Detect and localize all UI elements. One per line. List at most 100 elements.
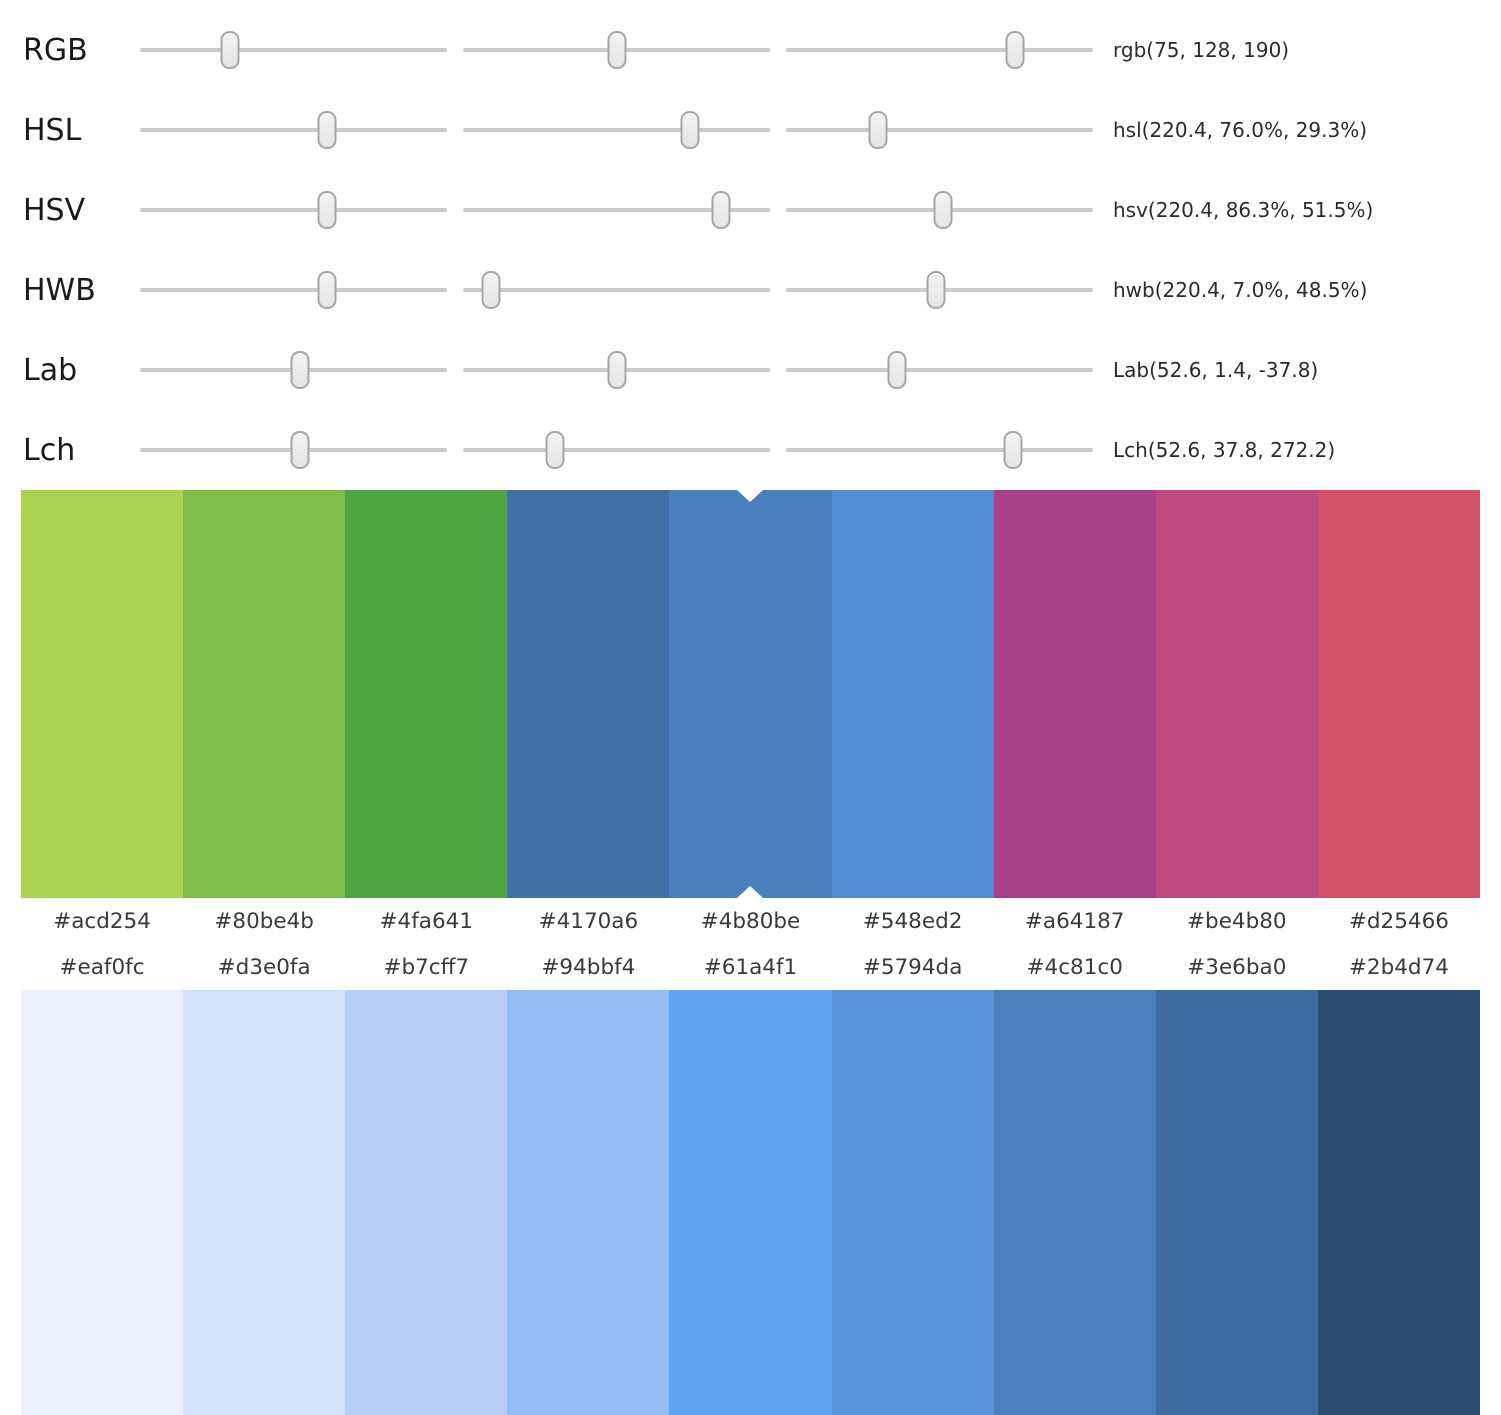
- color-value-readout: hwb(220.4, 7.0%, 48.5%): [1113, 278, 1368, 302]
- palette-swatch[interactable]: [1317, 990, 1480, 1415]
- colorspace-label: Lch: [23, 432, 76, 468]
- color-value-readout: rgb(75, 128, 190): [1113, 38, 1290, 62]
- slider-track[interactable]: [140, 111, 447, 149]
- palette-swatch-selected[interactable]: [669, 490, 832, 898]
- slider-tracks: [140, 431, 1093, 469]
- hex-code-label: #b7cff7: [383, 954, 470, 980]
- color-value-readout: hsv(220.4, 86.3%, 51.5%): [1113, 198, 1374, 222]
- palette-swatch[interactable]: [831, 490, 994, 898]
- slider-thumb[interactable]: [481, 271, 501, 309]
- slider-thumb[interactable]: [711, 191, 731, 229]
- slider-tracks: [140, 191, 1093, 229]
- slider-thumb[interactable]: [1003, 431, 1023, 469]
- slider-thumb[interactable]: [1005, 31, 1025, 69]
- slider-track[interactable]: [786, 431, 1093, 469]
- slider-track[interactable]: [786, 111, 1093, 149]
- palette-swatch[interactable]: [993, 490, 1156, 898]
- slider-track[interactable]: [786, 31, 1093, 69]
- color-value-readout: Lab(52.6, 1.4, -37.8): [1113, 358, 1319, 382]
- slider-thumb[interactable]: [317, 111, 337, 149]
- palette-swatch[interactable]: [831, 990, 994, 1415]
- palette-swatch[interactable]: [345, 490, 508, 898]
- slider-track[interactable]: [463, 191, 770, 229]
- hex-code-label: #d3e0fa: [217, 954, 311, 980]
- slider-track[interactable]: [463, 111, 770, 149]
- hex-code-label: #4b80be: [700, 908, 801, 934]
- selection-caret-down-icon: [737, 490, 764, 502]
- slider-track[interactable]: [463, 31, 770, 69]
- slider-row-hsl: HSL hsl(220.4, 76.0%, 29.3%): [0, 90, 1501, 170]
- slider-thumb[interactable]: [887, 351, 907, 389]
- hex-code-label: #548ed2: [862, 908, 963, 934]
- hex-code-label: #94bbf4: [541, 954, 636, 980]
- lightness-palette-labels: #eaf0fc #d3e0fa #b7cff7 #94bbf4 #61a4f1 …: [21, 944, 1480, 990]
- colorspace-label: HSV: [23, 192, 86, 228]
- slider-row-hwb: HWB hwb(220.4, 7.0%, 48.5%): [0, 250, 1501, 330]
- slider-thumb[interactable]: [868, 111, 888, 149]
- palette-swatch[interactable]: [1155, 490, 1318, 898]
- slider-thumb[interactable]: [290, 351, 310, 389]
- slider-thumb[interactable]: [290, 431, 310, 469]
- colorspace-label: RGB: [23, 32, 88, 68]
- slider-thumb[interactable]: [607, 351, 626, 389]
- slider-track[interactable]: [140, 351, 447, 389]
- slider-track[interactable]: [140, 31, 447, 69]
- hex-code-label: #3e6ba0: [1187, 954, 1287, 980]
- slider-track[interactable]: [463, 431, 770, 469]
- slider-track[interactable]: [140, 271, 447, 309]
- slider-thumb[interactable]: [607, 31, 627, 69]
- palette-swatch[interactable]: [183, 490, 346, 898]
- slider-tracks: [140, 31, 1093, 69]
- selection-caret-up-icon: [737, 886, 764, 898]
- slider-thumb[interactable]: [317, 191, 337, 229]
- palette-swatch[interactable]: [345, 990, 508, 1415]
- hue-palette: [21, 490, 1480, 898]
- colorspace-label: HSL: [23, 112, 82, 148]
- slider-thumb[interactable]: [220, 31, 240, 69]
- color-value-readout: Lch(52.6, 37.8, 272.2): [1113, 438, 1336, 462]
- hex-code-label: #4c81c0: [1026, 954, 1123, 980]
- slider-tracks: [140, 111, 1093, 149]
- hex-code-label: #a64187: [1024, 908, 1125, 934]
- colorspace-label: HWB: [23, 272, 96, 308]
- palette-swatch[interactable]: [507, 490, 670, 898]
- slider-track[interactable]: [140, 431, 447, 469]
- hex-code-label: #acd254: [53, 908, 151, 934]
- slider-track[interactable]: [786, 191, 1093, 229]
- palette-swatch[interactable]: [21, 990, 184, 1415]
- hex-code-label: #61a4f1: [703, 954, 798, 980]
- palette-swatch[interactable]: [21, 490, 184, 898]
- slider-row-hsv: HSV hsv(220.4, 86.3%, 51.5%): [0, 170, 1501, 250]
- slider-tracks: [140, 271, 1093, 309]
- lightness-palette: [21, 990, 1480, 1415]
- hex-code-label: #4170a6: [538, 908, 639, 934]
- palette-swatch[interactable]: [507, 990, 670, 1415]
- slider-track[interactable]: [463, 351, 770, 389]
- color-value-readout: hsl(220.4, 76.0%, 29.3%): [1113, 118, 1368, 142]
- slider-track[interactable]: [786, 271, 1093, 309]
- slider-thumb[interactable]: [933, 191, 953, 229]
- slider-thumb[interactable]: [926, 271, 946, 309]
- slider-track[interactable]: [786, 351, 1093, 389]
- hue-palette-labels: #acd254 #80be4b #4fa641 #4170a6 #4b80be …: [21, 898, 1480, 944]
- slider-thumb[interactable]: [545, 431, 565, 469]
- hex-code-label: #4fa641: [379, 908, 474, 934]
- slider-thumb[interactable]: [680, 111, 700, 149]
- slider-row-lab: Lab Lab(52.6, 1.4, -37.8): [0, 330, 1501, 410]
- palette-swatch[interactable]: [1155, 990, 1318, 1415]
- slider-thumb[interactable]: [317, 271, 337, 309]
- hex-code-label: #eaf0fc: [59, 954, 145, 980]
- color-sliders-section: RGB rgb(75, 128, 190) HSL hsl(220.4, 76.…: [0, 0, 1501, 490]
- hex-code-label: #d25466: [1348, 908, 1449, 934]
- hex-code-label: #5794da: [862, 954, 963, 980]
- slider-track[interactable]: [463, 271, 770, 309]
- hex-code-label: #80be4b: [214, 908, 314, 934]
- palette-swatch[interactable]: [993, 990, 1156, 1415]
- hex-code-label: #be4b80: [1187, 908, 1287, 934]
- palette-swatch[interactable]: [1317, 490, 1480, 898]
- palette-swatch[interactable]: [183, 990, 346, 1415]
- slider-track[interactable]: [140, 191, 447, 229]
- palette-swatch[interactable]: [669, 990, 832, 1415]
- colorspace-label: Lab: [23, 352, 78, 388]
- slider-tracks: [140, 351, 1093, 389]
